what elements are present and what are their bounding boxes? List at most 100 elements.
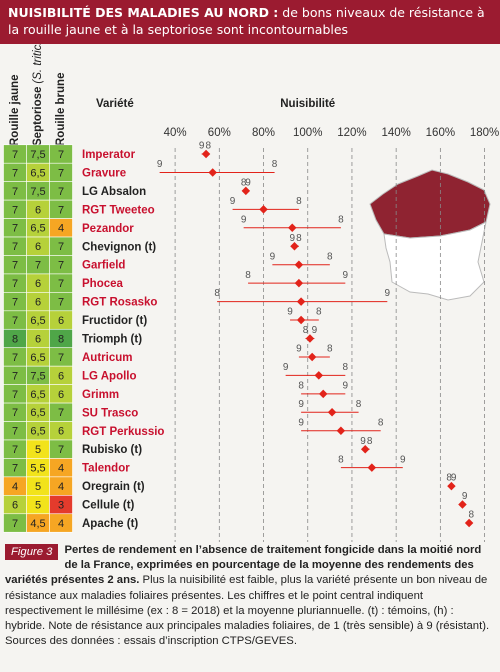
x-tick-label: 160% (426, 127, 455, 139)
score-value: 7 (12, 444, 18, 456)
score-value: 6 (35, 297, 41, 309)
score-value: 4 (58, 518, 64, 530)
score-value: 7 (12, 167, 18, 179)
mean-point (290, 242, 299, 251)
axis-title: Nuisibilité (280, 98, 335, 110)
score-value: 7 (12, 149, 18, 161)
chart: Rouille jaune Septoriose(S. tritici) Rouil… (3, 44, 499, 542)
variety-label: Pezandor (82, 223, 134, 235)
mean-point (464, 518, 474, 528)
score-value: 4 (58, 481, 64, 493)
year-label: 9 (451, 473, 457, 484)
score-value: 7 (58, 167, 64, 179)
score-value: 7 (12, 186, 18, 198)
year-label: 9 (298, 417, 304, 428)
score-value: 7 (58, 149, 64, 161)
mean-point (314, 371, 324, 380)
year-label: 8 (296, 196, 302, 207)
score-value: 7 (12, 223, 18, 235)
score-cell (49, 513, 73, 533)
score-value: 7 (12, 352, 18, 364)
year-label: 9 (289, 233, 295, 244)
x-tick-label: 120% (337, 127, 366, 139)
score-value: 6 (12, 499, 18, 511)
year-label: 9 (287, 307, 293, 318)
year-label: 8 (446, 473, 452, 484)
score-value: 7 (12, 241, 18, 253)
mean-point (294, 260, 304, 269)
mean-point (307, 352, 317, 362)
variety-label: Rubisko (t) (82, 444, 142, 456)
score-value: 7 (12, 315, 18, 327)
score-value: 6 (58, 389, 64, 401)
year-label: 8 (298, 380, 304, 391)
year-label: 8 (367, 436, 373, 447)
caption-bold: Pertes de rendement en l’absence de trai… (5, 544, 482, 587)
score-value: 4 (58, 463, 64, 475)
score-value: 7 (12, 407, 18, 419)
mean-point (305, 334, 315, 343)
year-label: 9 (312, 325, 318, 336)
score-value: 4 (58, 223, 64, 235)
mean-point (447, 481, 456, 491)
mean-point (327, 408, 337, 417)
mean-point (241, 186, 251, 196)
score-value: 7,5 (30, 149, 45, 161)
score-header: Septoriose(S. tritici) (32, 44, 44, 146)
variety-label: LG Absalon (82, 186, 146, 198)
year-label: 8 (327, 344, 333, 355)
year-label: 8 (343, 362, 349, 373)
mean-point (318, 389, 328, 399)
score-value: 7,5 (30, 370, 45, 382)
variety-label: RGT Perkussio (82, 426, 164, 438)
year-label: 9 (245, 178, 251, 189)
variety-label: Phocea (82, 278, 124, 290)
variety-label: Apache (t) (82, 518, 138, 530)
variety-label: RGT Tweeteo (82, 204, 155, 216)
score-value: 6,5 (30, 426, 45, 438)
year-label: 8 (241, 178, 247, 189)
year-label: 8 (272, 159, 278, 170)
year-label: 8 (338, 214, 344, 225)
score-value: 8 (58, 333, 64, 345)
x-tick-label: 80% (252, 127, 275, 139)
year-label: 8 (316, 307, 322, 318)
score-value: 6 (58, 426, 64, 438)
score-value: 7 (58, 407, 64, 419)
year-label: 8 (327, 251, 333, 262)
year-label: 8 (378, 417, 384, 428)
score-value: 6,5 (30, 352, 45, 364)
score-header-note: (S. tritici) (32, 44, 44, 84)
score-value: 7 (58, 444, 64, 456)
variety-label: Talendor (82, 463, 130, 475)
mean-point (296, 297, 306, 306)
score-value: 6,5 (30, 223, 45, 235)
score-value: 4,5 (30, 518, 45, 530)
year-label: 9 (298, 399, 304, 410)
subtitle: de bons niveaux de résistance à la rouil… (8, 5, 485, 37)
year-label: 8 (338, 454, 344, 465)
year-label: 9 (343, 270, 349, 281)
score-value: 7 (12, 278, 18, 290)
mean-point (458, 500, 467, 509)
score-header: Rouille brune (55, 73, 67, 146)
score-value: 6,5 (30, 389, 45, 401)
x-tick-label: 40% (164, 127, 187, 139)
score-header: Rouille jaune (9, 74, 21, 146)
year-label: 9 (385, 288, 391, 299)
mean-point (288, 223, 297, 233)
score-value: 7 (58, 352, 64, 364)
year-label: 9 (241, 214, 247, 225)
score-value: 7 (58, 204, 64, 216)
score-value: 7 (58, 186, 64, 198)
score-value: 6 (35, 241, 41, 253)
score-value: 6 (58, 315, 64, 327)
year-label: 8 (245, 270, 251, 281)
score-value: 8 (12, 333, 18, 345)
score-value: 6 (58, 370, 64, 382)
variety-label: Fructidor (t) (82, 315, 147, 327)
score-value: 7 (12, 370, 18, 382)
year-label: 8 (205, 141, 211, 152)
year-label: 8 (214, 288, 220, 299)
